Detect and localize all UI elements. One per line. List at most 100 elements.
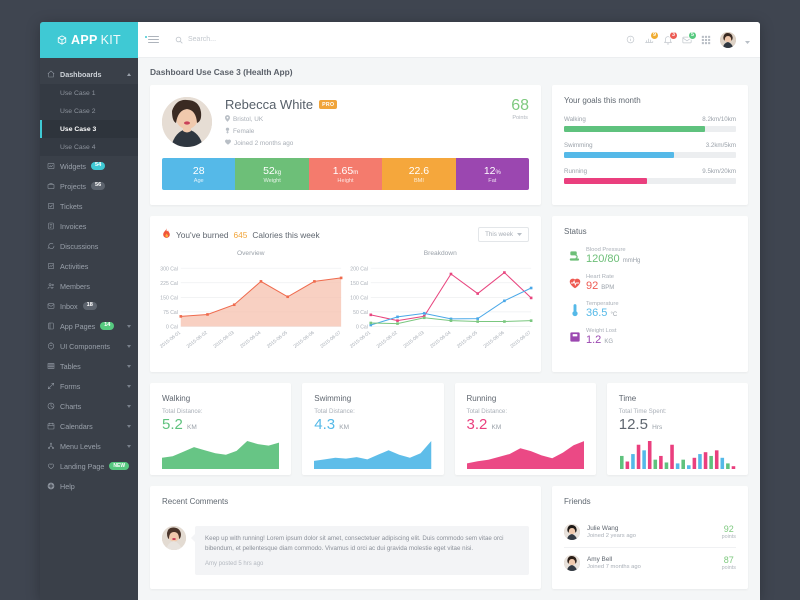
- svg-text:200 Cal: 200 Cal: [350, 266, 368, 272]
- sidebar-item-tickets[interactable]: Tickets: [40, 196, 138, 216]
- content-scroll[interactable]: Dashboard Use Case 3 (Health App): [138, 58, 760, 600]
- sidebar-item-widgets[interactable]: Widgets 54: [40, 156, 138, 176]
- period-label: This week: [485, 231, 513, 238]
- app-logo[interactable]: APP KIT: [40, 22, 138, 58]
- sidebar-item-calendars[interactable]: Calendars: [40, 416, 138, 436]
- sidebar-item-activities[interactable]: Activities: [40, 256, 138, 276]
- envelope-icon[interactable]: 5: [682, 30, 697, 45]
- cube-icon: [57, 35, 67, 45]
- progress-track: [564, 126, 736, 132]
- user-avatar[interactable]: [720, 31, 736, 48]
- sidebar-subitem-use-case-3[interactable]: Use Case 3: [40, 120, 138, 138]
- calendar-icon: [47, 422, 60, 430]
- sidebar-item-projects[interactable]: Projects 56: [40, 176, 138, 196]
- profile-stat-bmi: 22.6 BMI: [382, 158, 456, 190]
- sidebar-item-landing-page[interactable]: Landing Page NEW: [40, 456, 138, 476]
- list-item[interactable]: Julie Wang Joined 2 years ago 92 points: [564, 517, 736, 547]
- chevron-down-icon[interactable]: [127, 324, 131, 328]
- sidebar-item-tables[interactable]: Tables: [40, 356, 138, 376]
- avatar: [564, 555, 580, 571]
- sidebar-item-invoices[interactable]: Invoices: [40, 216, 138, 236]
- info-icon[interactable]: [626, 35, 635, 44]
- pin-icon: [225, 115, 230, 124]
- svg-text:300 Cal: 300 Cal: [160, 266, 178, 272]
- search-input[interactable]: Search...: [175, 31, 216, 49]
- sidebar-subitem-use-case-1[interactable]: Use Case 1: [40, 84, 138, 102]
- flame-icon: [162, 228, 171, 241]
- chevron-up-icon[interactable]: [127, 72, 131, 76]
- status-title: Status: [564, 227, 587, 236]
- period-dropdown[interactable]: This week: [478, 227, 529, 242]
- chevron-down-icon[interactable]: [127, 384, 131, 388]
- sidebar-item-dashboards[interactable]: Dashboards: [40, 64, 138, 84]
- status-label: Temperature: [586, 301, 619, 308]
- sidebar-subitem-use-case-2[interactable]: Use Case 2: [40, 102, 138, 120]
- goal-label: Swimming: [564, 142, 593, 149]
- status-list: Blood Pressure 120/80 mmHg Heart Rate 92 BP…: [564, 247, 736, 346]
- sidebar-item-inbox[interactable]: Inbox 18: [40, 296, 138, 316]
- ticket-icon: [47, 202, 60, 210]
- activity-sublabel: Total Distance:: [162, 408, 203, 415]
- sidebar-item-menu-levels[interactable]: Menu Levels: [40, 436, 138, 456]
- svg-text:0 Cal: 0 Cal: [166, 325, 178, 331]
- profile-stat-fat: 12% Fat: [455, 158, 529, 190]
- stats-icon[interactable]: 9: [644, 30, 659, 45]
- activity-icon: [47, 262, 60, 270]
- status-card: Status Blood Pressure 120/80 mmHg Heart Ra…: [552, 216, 748, 372]
- sparkline-chart: [466, 441, 584, 469]
- activity-card-time: Time Total Time Spent: 12.5 Hrs: [606, 383, 748, 475]
- friend-joined: Joined 2 years ago: [587, 533, 636, 539]
- briefcase-icon: [47, 182, 60, 190]
- svg-text:2015-06-02: 2015-06-02: [186, 330, 209, 350]
- profile-gender-text: Female: [233, 128, 255, 135]
- profile-name-row: Rebecca White PRO: [225, 97, 338, 112]
- sidebar-item-label: Help: [60, 481, 75, 491]
- sidebar-item-label: Tickets: [60, 201, 83, 211]
- goal-running: Running 9.5km/20km: [564, 168, 736, 184]
- search-icon: [175, 31, 183, 49]
- chevron-down-icon[interactable]: [127, 444, 131, 448]
- chevron-down-icon[interactable]: [745, 31, 750, 49]
- sidebar-item-ui-components[interactable]: UI Components: [40, 336, 138, 356]
- row-profile: Rebecca White PRO Bristol, UK: [150, 85, 748, 205]
- chevron-down-icon[interactable]: [127, 344, 131, 348]
- comment-meta: Amy posted 5 hrs ago: [205, 561, 264, 568]
- progress-fill: [564, 178, 647, 184]
- chart-icon: [47, 402, 60, 410]
- avatar: [162, 526, 186, 550]
- sidebar-item-charts[interactable]: Charts: [40, 396, 138, 416]
- chevron-down-icon[interactable]: [127, 364, 131, 368]
- goal-label: Running: [564, 168, 588, 175]
- sidebar-item-discussions[interactable]: Discussions: [40, 236, 138, 256]
- list-item[interactable]: Amy Bell Joined 7 months ago 87 points: [564, 547, 736, 578]
- sidebar-item-help[interactable]: Help: [40, 476, 138, 496]
- profile-stat-value: 1.65m: [332, 165, 359, 177]
- table-icon: [47, 362, 60, 370]
- sidebar-item-members[interactable]: Members: [40, 276, 138, 296]
- sidebar-badge: NEW: [109, 462, 130, 470]
- sparkline-chart: [162, 441, 280, 469]
- sidebar-subitem-use-case-4[interactable]: Use Case 4: [40, 138, 138, 156]
- svg-text:2015-06-06: 2015-06-06: [293, 330, 316, 350]
- status-label: Weight Lost: [586, 328, 617, 335]
- sidebar-subitem-label: Use Case 1: [60, 89, 96, 97]
- activity-sublabel: Total Distance:: [466, 408, 508, 415]
- bell-icon[interactable]: 3: [663, 30, 678, 45]
- sidebar-item-app-pages[interactable]: App Pages 14: [40, 316, 138, 336]
- activity-card-running: Running Total Distance: 3.2 KM: [454, 383, 596, 475]
- profile-card: Rebecca White PRO Bristol, UK: [150, 85, 541, 205]
- sidebar-item-forms[interactable]: Forms: [40, 376, 138, 396]
- status-item-weight-lost: Weight Lost 1.2 KG: [564, 328, 736, 346]
- chevron-down-icon[interactable]: [127, 404, 131, 408]
- svg-text:2015-06-07: 2015-06-07: [319, 330, 342, 350]
- menu-levels-icon: [47, 442, 60, 450]
- menu-toggle-icon[interactable]: [145, 35, 159, 44]
- profile-stat-age: 28 Age: [162, 158, 236, 190]
- chevron-down-icon[interactable]: [127, 424, 131, 428]
- profile-name: Rebecca White: [225, 97, 314, 112]
- grid-icon[interactable]: [701, 35, 711, 45]
- home-icon: [47, 70, 60, 78]
- status-value: 1.2 KG: [586, 334, 614, 347]
- profile-stat-label: Height: [337, 178, 354, 184]
